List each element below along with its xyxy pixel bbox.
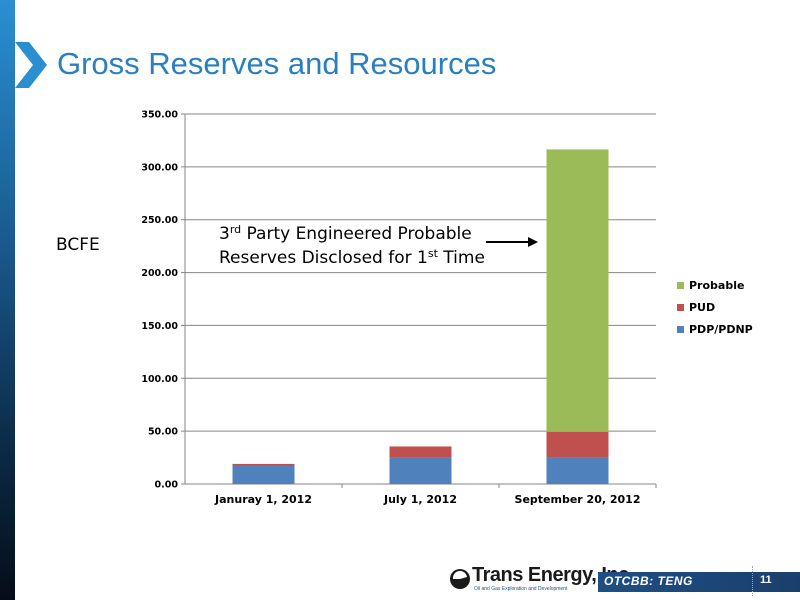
y-tick-label: 50.00 [148,427,178,438]
page-number: 11 [760,574,772,586]
y-unit-label: BCFE [56,235,100,255]
y-tick-label: 250.00 [141,215,178,226]
footer-divider [752,566,753,596]
stacked-bar-chart: 0.00 50.00 100.00 150.00 200.00 250.00 300.00 3… [141,110,753,507]
y-tick-label: 350.00 [141,110,178,121]
legend-label: Probable [689,279,744,292]
company-logo-text: Trans Energy, Inc. [472,564,634,586]
arrow-icon [486,237,538,247]
left-accent-bar [0,0,15,600]
annotation-text: 3rd Party Engineered Probable Reserves D… [219,222,485,270]
annotation-line-2: Reserves Disclosed for 1st Time [219,247,485,268]
y-tick-label: 300.00 [141,162,178,173]
bar-segment-pdp-pdnp [389,457,452,484]
annotation-line-1: 3rd Party Engineered Probable [219,223,472,244]
bar-segment-probable [546,149,609,432]
chevron-icon [15,42,47,88]
legend-label: PUD [689,301,715,314]
x-tick-label: Januray 1, 2012 [214,493,312,506]
bar-segment-pud [232,463,295,466]
bar-segment-pud [389,446,452,458]
y-tick-label: 150.00 [141,321,178,332]
slide-title: Gross Reserves and Resources [57,46,497,81]
bar-segment-pdp-pdnp [232,465,295,484]
ticker-symbol: OTCBB: TENG [604,574,693,588]
legend-swatch [677,326,684,333]
company-logo-icon [450,569,470,589]
bar-segment-pud [546,431,609,458]
legend-swatch [677,304,684,311]
legend-label: PDP/PDNP [689,323,753,336]
x-tick-label: September 20, 2012 [515,493,641,506]
ticker-bar [598,572,800,592]
y-tick-label: 200.00 [141,268,178,279]
x-tick-label: July 1, 2012 [383,493,457,506]
legend-swatch [677,282,684,289]
y-tick-label: 0.00 [155,480,179,491]
company-tagline: Oil and Gas Exploration and Development [474,586,568,592]
y-tick-label: 100.00 [141,374,178,385]
bar-segment-pdp-pdnp [546,457,609,484]
